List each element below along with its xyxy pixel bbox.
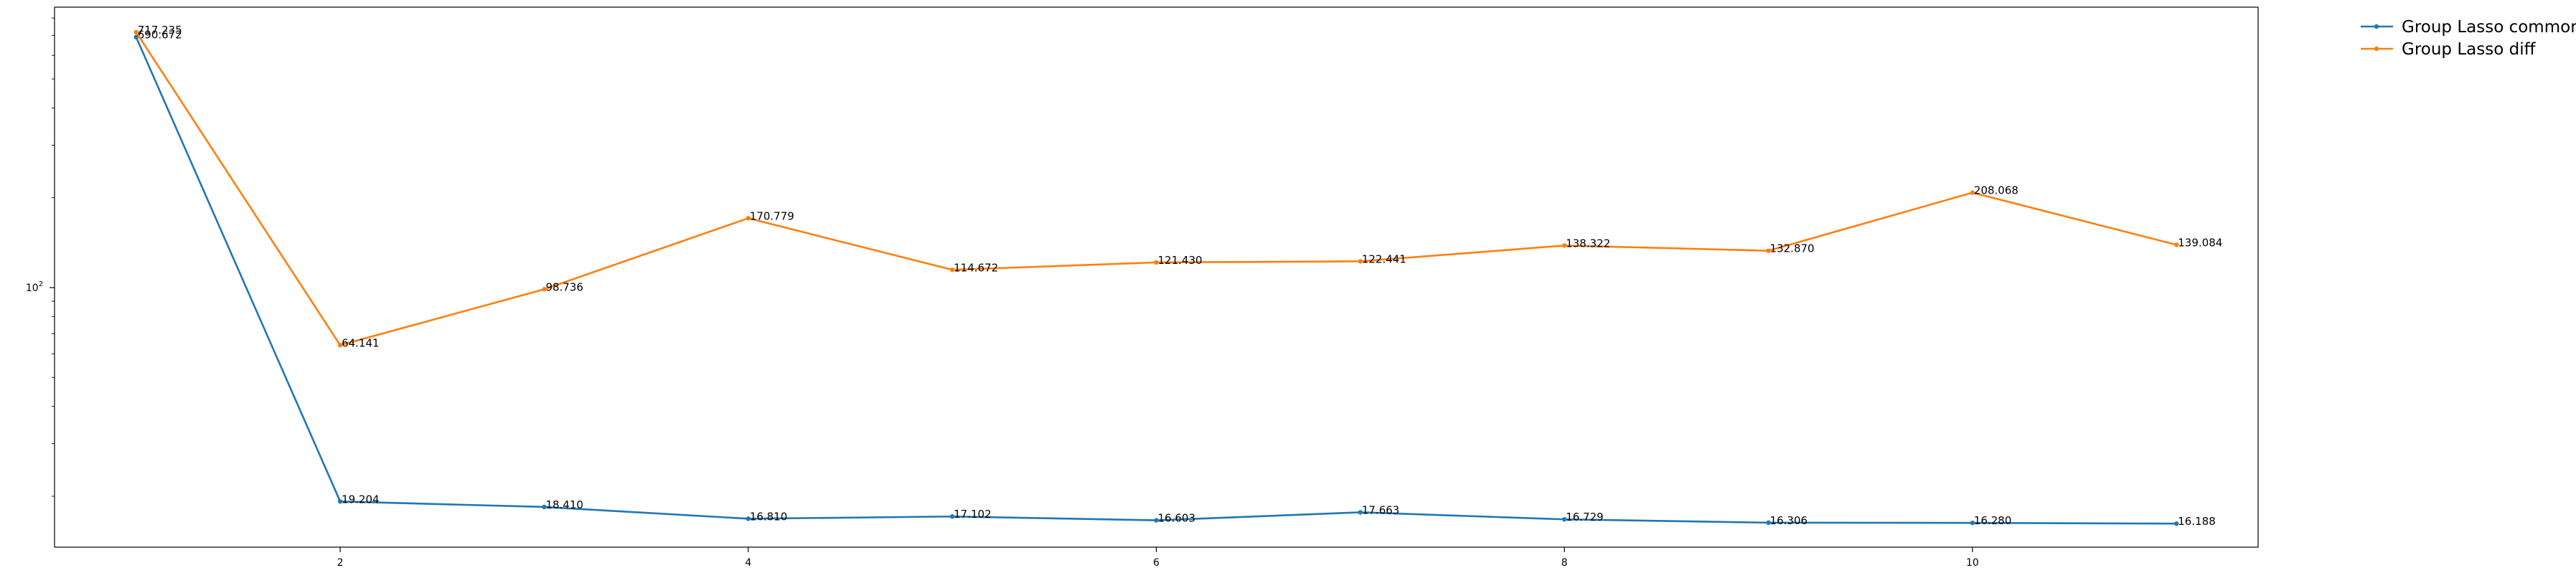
data-label: 18.410	[545, 498, 583, 511]
data-point	[746, 516, 751, 521]
data-point	[1154, 518, 1159, 523]
series-line	[135, 37, 2177, 525]
data-label: 138.322	[1566, 237, 1610, 250]
data-point	[542, 287, 547, 292]
data-label: 208.068	[1974, 184, 2018, 197]
data-label: 16.810	[750, 510, 788, 523]
data-label: 717.235	[138, 24, 182, 37]
x-tick-label: 2	[337, 557, 344, 569]
data-point	[1766, 248, 1771, 253]
data-label: 19.204	[342, 493, 380, 506]
x-tick-label: 4	[745, 557, 751, 569]
legend-label: Group Lasso diff	[2402, 40, 2537, 59]
series-1: 690.672 19.204 18.410 16.810 17.102 16.603 17.…	[133, 29, 2216, 528]
data-point	[1766, 520, 1771, 526]
series-2: 717.235 64.141 98.736 170.779 114.672 121.430…	[133, 24, 2222, 349]
data-label: 139.084	[2178, 236, 2222, 249]
data-label: 16.280	[1974, 514, 2012, 527]
data-label: 98.736	[545, 280, 583, 293]
data-point	[542, 504, 547, 510]
data-label: 132.870	[1770, 242, 1815, 255]
data-point	[1970, 520, 1975, 526]
data-label: 17.102	[954, 508, 992, 521]
legend-label: Group Lasso common	[2402, 18, 2576, 37]
data-point	[949, 514, 955, 519]
data-label: 170.779	[750, 209, 794, 222]
plot-frame	[54, 6, 2259, 548]
series-layer: 690.672 19.204 18.410 16.810 17.102 16.603 17.…	[133, 24, 2222, 528]
plot-area: 2 4 6 8 10 102 690.672 19.204 18.410 16.810 17.1…	[26, 6, 2259, 569]
series-line	[135, 32, 2177, 346]
data-point	[337, 499, 343, 504]
data-point	[1358, 259, 1363, 264]
y-axis: 102	[26, 17, 55, 497]
data-point	[133, 29, 138, 35]
x-tick-label: 8	[1561, 557, 1568, 569]
data-point	[2174, 242, 2179, 247]
data-label: 17.663	[1362, 503, 1400, 516]
data-point	[949, 267, 955, 272]
x-tick-label: 10	[1966, 557, 1979, 569]
data-point	[1970, 190, 1975, 195]
legend: Group Lasso common Group Lasso diff	[2361, 18, 2576, 59]
legend-marker	[2374, 24, 2379, 29]
data-point	[337, 343, 343, 348]
data-label: 64.141	[342, 336, 380, 349]
data-point	[1154, 260, 1159, 265]
data-point	[1358, 510, 1363, 515]
data-point	[133, 34, 138, 39]
data-label: 16.603	[1158, 512, 1196, 525]
data-label: 122.441	[1362, 252, 1406, 265]
data-point	[1562, 243, 1567, 248]
x-tick-label: 6	[1153, 557, 1160, 569]
y-tick-label: 102	[26, 280, 43, 294]
data-point	[746, 216, 751, 221]
data-label: 114.672	[954, 261, 998, 274]
data-label: 690.672	[138, 29, 182, 42]
data-point	[2174, 521, 2179, 526]
data-label: 16.729	[1566, 511, 1604, 523]
x-axis: 2 4 6 8 10	[337, 547, 1979, 569]
legend-marker	[2374, 46, 2379, 52]
data-point	[1562, 517, 1567, 522]
data-label: 16.306	[1770, 514, 1808, 527]
data-label: 121.430	[1158, 254, 1203, 267]
data-label: 16.188	[2178, 515, 2216, 528]
